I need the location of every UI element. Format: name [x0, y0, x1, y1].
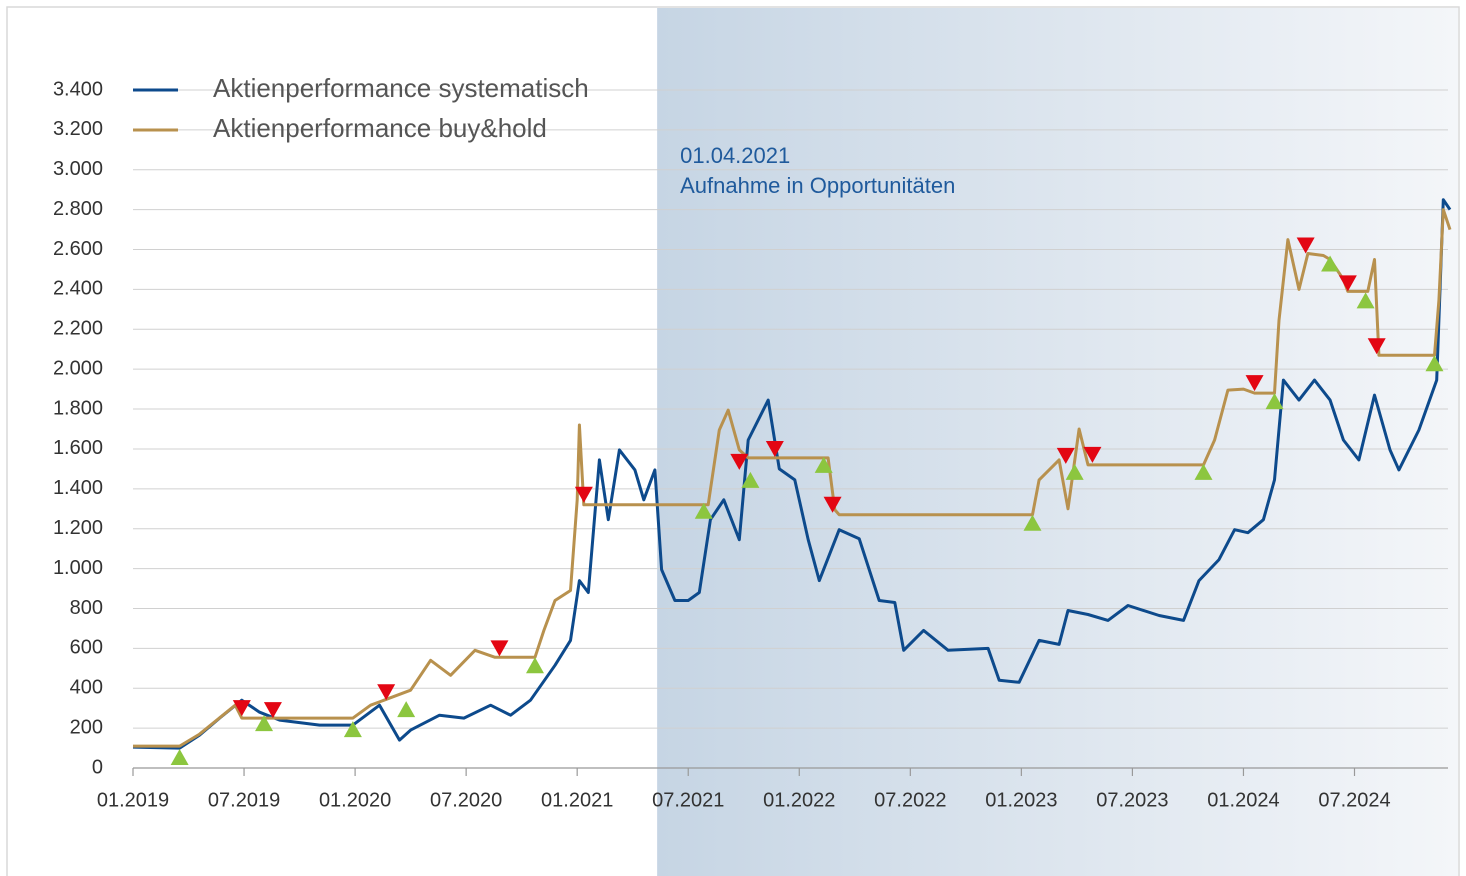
buy-signal	[1356, 292, 1375, 309]
buy-signal	[1065, 463, 1084, 480]
sell-signal	[1367, 338, 1386, 355]
y-tick-label: 3.000	[53, 158, 103, 180]
buy-signal	[741, 471, 760, 488]
annotation-text: Aufnahme in Opportunitäten	[680, 173, 955, 198]
highlight-region	[657, 8, 1458, 876]
sell-signal	[574, 486, 593, 503]
y-tick-label: 2.800	[53, 198, 103, 220]
buy-signal	[397, 701, 416, 718]
sell-signal	[1245, 375, 1264, 392]
y-tick-label: 3.400	[53, 78, 103, 100]
sell-signal	[490, 640, 509, 657]
sell-signal	[263, 702, 282, 719]
y-tick-label: 3.200	[53, 118, 103, 140]
y-tick-label: 0	[92, 756, 103, 778]
y-tick-label: 800	[70, 597, 103, 619]
sell-signal	[730, 453, 749, 470]
x-tick-label: 07.2022	[874, 789, 946, 811]
x-tick-label: 01.2020	[319, 789, 391, 811]
sell-signal	[765, 440, 784, 457]
x-tick-label: 07.2023	[1096, 789, 1168, 811]
sell-signal	[1338, 275, 1357, 292]
x-tick-label: 07.2019	[208, 789, 280, 811]
buy-signal	[525, 657, 544, 674]
buy-signal	[1023, 514, 1042, 531]
y-tick-label: 1.200	[53, 517, 103, 539]
sell-signal	[1056, 447, 1075, 464]
y-tick-label: 2.200	[53, 318, 103, 340]
x-tick-label: 01.2022	[763, 789, 835, 811]
sell-signal	[1083, 446, 1102, 463]
x-tick-label: 01.2021	[541, 789, 613, 811]
y-tick-label: 1.000	[53, 557, 103, 579]
buy-signal	[1194, 463, 1213, 480]
y-tick-label: 1.600	[53, 437, 103, 459]
annotation-date: 01.04.2021	[680, 143, 790, 168]
sell-signal	[1296, 237, 1315, 254]
y-tick-label: 2.400	[53, 278, 103, 300]
x-tick-label: 01.2019	[97, 789, 169, 811]
buy-signal	[814, 456, 833, 473]
y-tick-label: 600	[70, 637, 103, 659]
sell-signal	[823, 496, 842, 513]
buy-signal	[255, 715, 274, 732]
x-tick-label: 07.2020	[430, 789, 502, 811]
legend-label: Aktienperformance systematisch	[213, 73, 589, 103]
series-line	[132, 198, 1452, 750]
buy-signal	[1425, 355, 1444, 372]
buy-signal	[1321, 255, 1340, 272]
y-tick-label: 1.400	[53, 477, 103, 499]
buy-signal	[343, 721, 362, 738]
frame	[6, 6, 1460, 876]
y-tick-label: 2.600	[53, 238, 103, 260]
legend-label: Aktienperformance buy&hold	[213, 113, 547, 143]
sell-signal	[377, 684, 396, 701]
x-tick-label: 07.2024	[1318, 789, 1390, 811]
y-tick-label: 2.000	[53, 357, 103, 379]
buy-signal	[170, 749, 189, 766]
buy-signal	[694, 502, 713, 519]
y-tick-label: 400	[70, 677, 103, 699]
sell-signal	[232, 700, 251, 717]
x-tick-label: 01.2024	[1207, 789, 1279, 811]
y-tick-label: 200	[70, 716, 103, 738]
buy-signal	[1265, 393, 1284, 410]
x-tick-label: 01.2023	[985, 789, 1057, 811]
x-tick-label: 07.2021	[652, 789, 724, 811]
y-tick-label: 1.800	[53, 397, 103, 419]
